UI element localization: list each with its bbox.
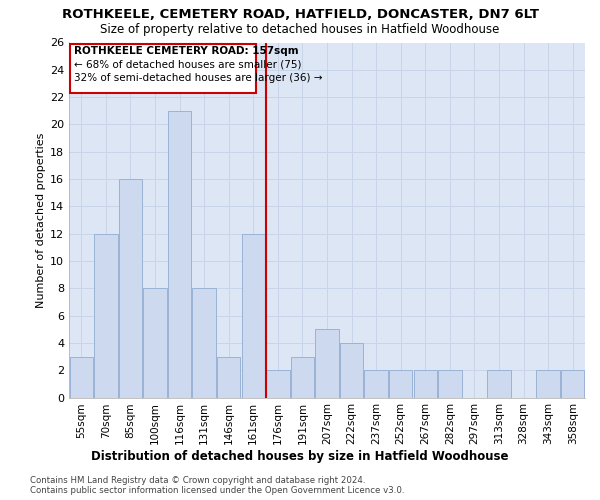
Bar — [438, 370, 461, 398]
Text: ROTHKEELE, CEMETERY ROAD, HATFIELD, DONCASTER, DN7 6LT: ROTHKEELE, CEMETERY ROAD, HATFIELD, DONC… — [62, 8, 539, 20]
Text: Contains HM Land Registry data © Crown copyright and database right 2024.: Contains HM Land Registry data © Crown c… — [30, 476, 365, 485]
Bar — [266, 370, 290, 398]
Text: Distribution of detached houses by size in Hatfield Woodhouse: Distribution of detached houses by size … — [91, 450, 509, 463]
Bar — [94, 234, 118, 398]
Text: ← 68% of detached houses are smaller (75): ← 68% of detached houses are smaller (75… — [74, 60, 301, 70]
Bar — [340, 343, 363, 398]
Bar — [143, 288, 167, 398]
Text: 32% of semi-detached houses are larger (36) →: 32% of semi-detached houses are larger (… — [74, 73, 322, 83]
Text: Contains public sector information licensed under the Open Government Licence v3: Contains public sector information licen… — [30, 486, 404, 495]
Bar — [168, 111, 191, 398]
FancyBboxPatch shape — [70, 44, 256, 93]
Bar — [193, 288, 216, 398]
Bar — [119, 179, 142, 398]
Text: ROTHKEELE CEMETERY ROAD: 157sqm: ROTHKEELE CEMETERY ROAD: 157sqm — [74, 46, 299, 56]
Bar — [217, 356, 241, 398]
Bar — [316, 329, 338, 398]
Bar — [487, 370, 511, 398]
Bar — [413, 370, 437, 398]
Bar — [70, 356, 93, 398]
Bar — [242, 234, 265, 398]
Bar — [389, 370, 412, 398]
Text: Size of property relative to detached houses in Hatfield Woodhouse: Size of property relative to detached ho… — [100, 22, 500, 36]
Bar — [291, 356, 314, 398]
Bar — [364, 370, 388, 398]
Y-axis label: Number of detached properties: Number of detached properties — [36, 132, 46, 308]
Bar — [536, 370, 560, 398]
Bar — [561, 370, 584, 398]
